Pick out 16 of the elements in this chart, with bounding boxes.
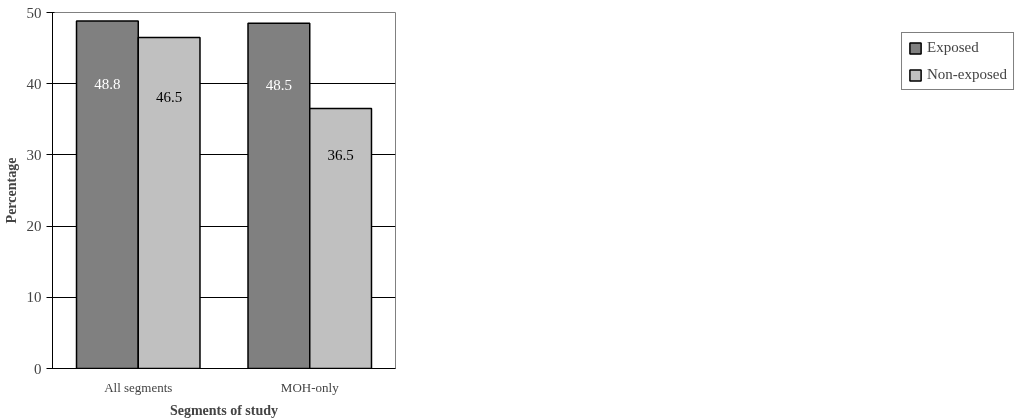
data-label: 48.8 (94, 75, 121, 92)
data-label: 36.5 (327, 147, 354, 164)
y-tick-label: 20 (26, 218, 42, 235)
y-tick-label: 30 (26, 146, 42, 163)
data-label: 46.5 (155, 89, 183, 106)
x-tick-label: All segments (104, 379, 173, 395)
y-tick-label: 0 (34, 360, 42, 377)
y-tick-label: 50 (26, 4, 42, 21)
y-axis-title: Percentage (3, 157, 19, 224)
y-tick-label: 10 (26, 289, 42, 306)
x-axis-title: Segments of study (169, 402, 279, 418)
legend-label: Exposed (927, 39, 979, 56)
x-tick-label: MOH-only (280, 379, 340, 395)
data-label: 48.5 (265, 77, 293, 94)
legend-label: Non-exposed (927, 66, 1007, 83)
y-tick-label: 40 (26, 75, 42, 92)
